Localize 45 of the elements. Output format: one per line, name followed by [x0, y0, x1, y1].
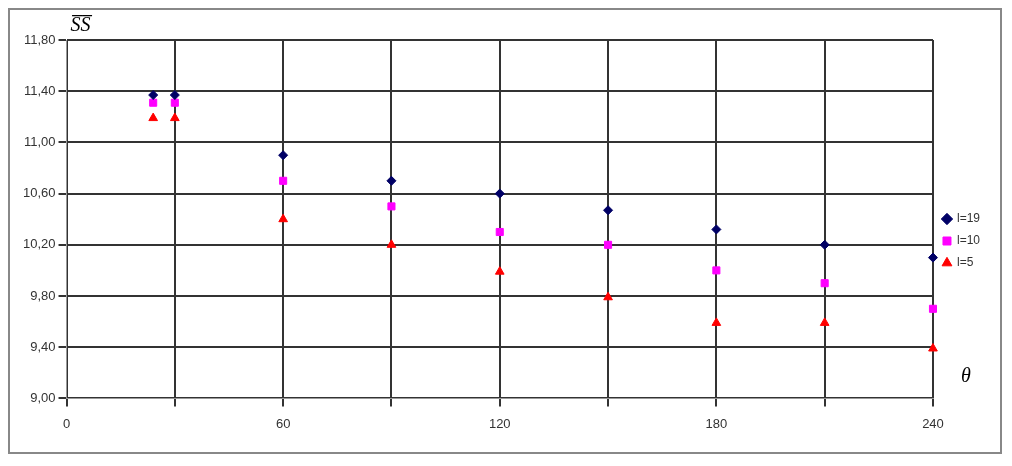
point	[604, 240, 613, 249]
legend-label: l=10	[956, 233, 981, 248]
x-tick-label: 120	[488, 415, 511, 431]
point	[170, 112, 180, 122]
point	[603, 291, 613, 301]
y-tick-label: 10,20	[22, 236, 56, 252]
y-tick-label: 9,40	[30, 338, 56, 354]
point	[928, 304, 938, 313]
x-tick-label: 0	[62, 415, 71, 431]
y-tick-label: 9,00	[30, 389, 56, 405]
legend-label: l=5	[956, 255, 974, 270]
y-tick-label: 11,80	[23, 31, 56, 47]
point	[170, 98, 179, 107]
y-tick-label: 10,60	[22, 185, 56, 201]
point	[148, 90, 159, 101]
point	[149, 98, 158, 107]
y-tick-label: 9,80	[30, 287, 56, 303]
point	[820, 279, 829, 288]
point	[603, 205, 614, 216]
point	[711, 224, 722, 235]
point	[387, 202, 396, 211]
point	[278, 213, 288, 223]
point	[495, 227, 504, 237]
point	[386, 175, 397, 186]
legend-label: l=19	[956, 211, 981, 226]
y-tick-label: 11,40	[23, 82, 56, 98]
point	[278, 150, 289, 161]
point	[386, 239, 397, 248]
x-tick-label: 60	[275, 415, 291, 431]
y-tick-label: 11,00	[23, 133, 56, 149]
point	[819, 317, 830, 326]
x-tick-label: 240	[922, 415, 944, 431]
point	[927, 252, 938, 263]
point	[494, 188, 505, 199]
point	[148, 112, 159, 122]
point	[928, 342, 938, 352]
point	[169, 90, 180, 101]
y-axis-title: S̅S̅	[70, 13, 94, 36]
point	[712, 266, 721, 275]
point	[494, 266, 505, 275]
point	[819, 239, 830, 250]
x-axis-title: θ	[960, 363, 971, 386]
point	[279, 176, 288, 185]
x-tick-label: 180	[705, 415, 728, 431]
point	[711, 317, 722, 326]
